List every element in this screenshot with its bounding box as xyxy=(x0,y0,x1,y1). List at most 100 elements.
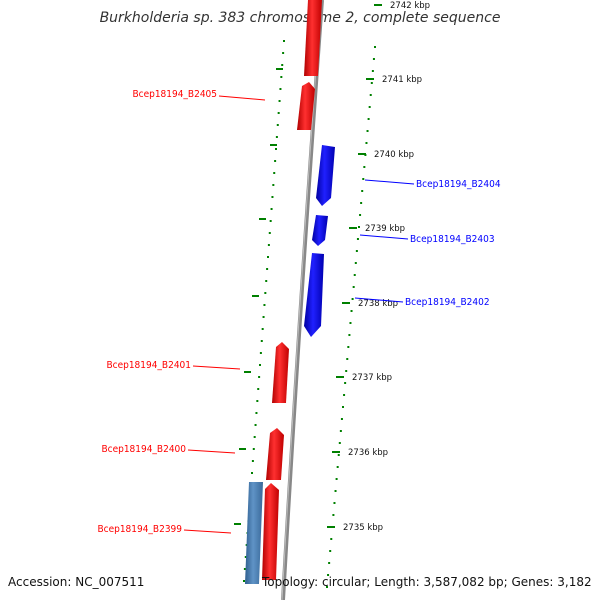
ring-dot xyxy=(330,538,333,540)
gene-feature-other[interactable] xyxy=(245,482,263,584)
ring-dot xyxy=(367,118,370,120)
topology-summary: Topology: circular; Length: 3,587,082 bp… xyxy=(262,575,592,589)
ring-dot xyxy=(326,586,328,588)
ring-dot xyxy=(275,136,278,138)
ring-dot xyxy=(363,166,366,168)
gene-feature-B2400[interactable] xyxy=(266,428,284,480)
gene-feature-B2403[interactable] xyxy=(312,215,328,246)
gene-feature-B2402[interactable] xyxy=(304,253,324,337)
inner-dotted-ring xyxy=(234,40,285,582)
scale-tick-label: 2742 kbp xyxy=(390,1,430,11)
gene-feature-forward[interactable] xyxy=(304,0,322,76)
gene-label[interactable]: Bcep18194_B2405 xyxy=(132,89,217,100)
scale-ticks: 2742 kbp 2741 kbp 2740 kbp 2739 kbp 2738 kbp… xyxy=(327,1,430,533)
ring-dot xyxy=(270,208,273,210)
scale-tick-label: 2737 kbp xyxy=(352,373,392,383)
ring-dot xyxy=(271,196,274,198)
ring-dot xyxy=(374,46,376,48)
ring-dot xyxy=(368,106,371,108)
scale-tick-mark xyxy=(366,78,374,80)
gene-feature-B2399[interactable] xyxy=(262,483,279,580)
accession-label: Accession: NC_007511 xyxy=(8,575,145,589)
ring-dot xyxy=(358,226,360,228)
ring-tick xyxy=(270,144,277,146)
ring-dot xyxy=(334,490,337,492)
ring-dot xyxy=(259,352,262,354)
scale-tick-mark xyxy=(342,302,350,304)
ring-dot xyxy=(366,130,369,132)
ring-dot xyxy=(337,454,340,456)
ring-dot xyxy=(277,112,280,114)
ring-dot xyxy=(329,550,332,552)
gene-label[interactable]: Bcep18194_B2403 xyxy=(410,234,495,245)
ring-dot xyxy=(254,424,257,426)
ring-tick xyxy=(234,523,241,525)
ring-dot xyxy=(282,52,285,54)
gene-label[interactable]: Bcep18194_B2401 xyxy=(106,360,191,371)
ring-dot xyxy=(346,358,349,360)
ring-dot xyxy=(255,412,258,414)
ring-dot xyxy=(274,160,277,162)
ring-dot xyxy=(355,250,358,252)
map-title: Burkholderia sp. 383 chromosome 2, compl… xyxy=(99,10,501,26)
ring-dot xyxy=(369,94,372,96)
scale-tick-label: 2738 kbp xyxy=(358,299,398,309)
ring-tick xyxy=(252,295,259,297)
ring-dot xyxy=(251,472,253,474)
ring-dot xyxy=(352,286,355,288)
ring-dot xyxy=(350,310,353,312)
ring-dot xyxy=(339,430,342,432)
ring-dot xyxy=(266,268,269,270)
scale-tick-label: 2741 kbp xyxy=(382,75,422,85)
gene-feature-B2404[interactable] xyxy=(316,145,335,206)
gene-label[interactable]: Bcep18194_B2402 xyxy=(405,297,490,308)
ring-dot xyxy=(365,142,368,144)
ring-dot xyxy=(348,334,351,336)
gene-leader-line xyxy=(354,297,404,303)
ring-dot xyxy=(256,400,259,402)
ring-dot xyxy=(327,574,330,576)
ring-dot xyxy=(328,562,331,564)
ring-dot xyxy=(333,502,336,504)
ring-dot xyxy=(332,514,335,516)
scale-tick-label: 2735 kbp xyxy=(343,523,383,533)
scale-tick-mark xyxy=(332,451,340,453)
ring-dot xyxy=(264,292,267,294)
ring-dot xyxy=(262,316,265,318)
gene-feature-B2401[interactable] xyxy=(272,342,289,403)
ring-dot xyxy=(371,70,374,72)
scale-tick-label: 2740 kbp xyxy=(374,150,414,160)
gene-leader-line xyxy=(218,95,266,101)
scale-tick-mark xyxy=(374,4,382,6)
ring-dot xyxy=(338,442,341,444)
ring-dot xyxy=(347,346,350,348)
ring-dot xyxy=(280,76,283,78)
gene-leader-line xyxy=(192,365,241,370)
gene-label[interactable]: Bcep18194_B2399 xyxy=(97,524,182,535)
ring-dot xyxy=(359,214,362,216)
ring-dot xyxy=(252,448,255,450)
ring-dot xyxy=(361,190,364,192)
ring-dot xyxy=(265,280,268,282)
gene-leader-line xyxy=(364,179,415,185)
ring-dot xyxy=(340,418,343,420)
scale-tick-mark xyxy=(327,526,335,528)
scale-tick-mark xyxy=(349,227,357,229)
gene-label[interactable]: Bcep18194_B2404 xyxy=(416,179,501,190)
gene-label[interactable]: Bcep18194_B2400 xyxy=(101,444,186,455)
ring-dot xyxy=(267,256,269,258)
ring-dot xyxy=(268,232,271,234)
ring-dot xyxy=(360,202,363,204)
ring-dot xyxy=(251,460,254,462)
ring-dot xyxy=(243,580,245,582)
gene-feature-B2405[interactable] xyxy=(297,82,315,130)
ring-dot xyxy=(263,304,266,306)
scale-tick-mark xyxy=(336,376,344,378)
scale-tick-mark xyxy=(358,153,366,155)
ring-dot xyxy=(343,394,346,396)
ring-dot xyxy=(278,100,281,102)
ring-dot xyxy=(356,238,359,240)
gene-labels: Bcep18194_B2405 Bcep18194_B2404 Bcep18194_… xyxy=(97,89,500,535)
outer-dotted-ring xyxy=(326,46,376,588)
